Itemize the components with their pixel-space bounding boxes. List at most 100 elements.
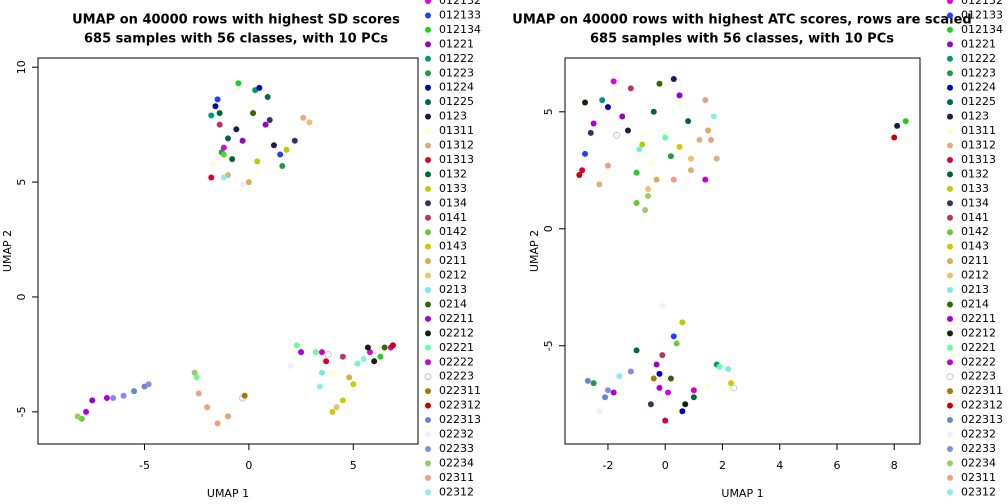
legend-swatch	[424, 373, 432, 381]
legend-label: 0134	[961, 196, 989, 209]
x-tick-label: 0	[245, 459, 252, 472]
point	[702, 176, 709, 183]
x-tick-label: 2	[719, 459, 726, 472]
point	[239, 137, 246, 144]
point	[333, 404, 340, 411]
legend-swatch	[425, 113, 431, 120]
legend-label: 01223	[961, 66, 996, 79]
point	[670, 333, 677, 340]
legend-label: 012132	[961, 0, 1003, 7]
legend-label: 02312	[961, 485, 996, 498]
point	[120, 392, 127, 399]
legend-swatch	[947, 402, 953, 409]
legend-swatch	[947, 55, 953, 62]
point	[670, 176, 677, 183]
y-tick-label: 5	[15, 179, 28, 186]
point	[371, 358, 378, 365]
point	[110, 395, 117, 402]
point	[656, 80, 663, 87]
legend-label: 02221	[439, 341, 474, 354]
point	[83, 408, 90, 415]
point	[229, 156, 236, 163]
chart-title: UMAP on 40000 rows with highest ATC scor…	[512, 13, 971, 28]
point	[604, 387, 611, 394]
point	[587, 129, 594, 136]
legend-swatch	[947, 12, 953, 19]
point	[690, 387, 697, 394]
legend-label: 01311	[961, 124, 996, 137]
point	[667, 375, 674, 382]
point	[250, 110, 257, 117]
point	[241, 392, 248, 399]
point	[279, 162, 286, 169]
point	[216, 121, 223, 128]
legend-label: 02311	[439, 471, 474, 484]
point	[262, 121, 269, 128]
point	[316, 383, 323, 390]
point	[653, 361, 660, 368]
legend-label: 02311	[961, 471, 996, 484]
point	[287, 362, 294, 369]
point	[216, 110, 223, 117]
point	[579, 167, 586, 174]
legend-label: 022311	[439, 384, 481, 397]
point	[208, 174, 215, 181]
legend-swatch	[425, 128, 431, 135]
point	[619, 113, 626, 120]
point	[645, 193, 652, 200]
point	[679, 319, 686, 326]
legend-label: 02312	[439, 485, 474, 498]
legend-swatch	[425, 41, 431, 48]
point	[220, 144, 227, 151]
x-tick-label: -2	[602, 459, 613, 472]
legend-label: 022311	[961, 384, 1003, 397]
point	[318, 349, 325, 356]
point	[702, 97, 709, 104]
legend-swatch	[425, 214, 431, 221]
point	[377, 353, 384, 360]
point	[639, 141, 646, 148]
legend-label: 0212	[961, 269, 989, 282]
point	[306, 119, 313, 126]
legend-label: 022313	[439, 413, 481, 426]
legend-label: 01225	[961, 95, 996, 108]
point	[204, 404, 211, 411]
legend-swatch	[947, 70, 953, 77]
legend-swatch	[947, 417, 953, 424]
x-axis-label: UMAP 1	[721, 487, 763, 500]
legend-swatch	[425, 272, 431, 279]
point	[728, 380, 735, 387]
point	[193, 374, 200, 381]
legend-label: 0143	[439, 240, 467, 253]
legend-label: 0141	[439, 211, 467, 224]
legend-swatch	[947, 214, 953, 221]
chart-title: UMAP on 40000 rows with highest SD score…	[72, 13, 400, 28]
point	[582, 99, 589, 106]
legend-label: 012133	[961, 8, 1003, 21]
point	[191, 369, 198, 376]
legend-swatch	[947, 229, 953, 236]
legend-swatch	[947, 113, 953, 120]
point	[633, 169, 640, 176]
legend-swatch	[947, 359, 953, 366]
point	[613, 131, 620, 139]
legend-swatch	[425, 0, 431, 4]
legend-swatch	[946, 373, 954, 381]
point	[650, 375, 657, 382]
point	[670, 76, 677, 83]
legend-swatch	[947, 84, 953, 91]
legend-label: 01221	[439, 37, 474, 50]
point	[662, 417, 669, 424]
legend-label: 0213	[439, 283, 467, 296]
legend-swatch	[947, 344, 953, 351]
legend-swatch	[425, 431, 431, 438]
legend-swatch	[425, 474, 431, 481]
point	[210, 160, 217, 167]
point	[682, 401, 689, 408]
point	[312, 349, 319, 356]
legend-label: 02234	[439, 456, 474, 469]
legend-swatch	[947, 142, 953, 149]
point	[705, 127, 712, 134]
point	[339, 397, 346, 404]
